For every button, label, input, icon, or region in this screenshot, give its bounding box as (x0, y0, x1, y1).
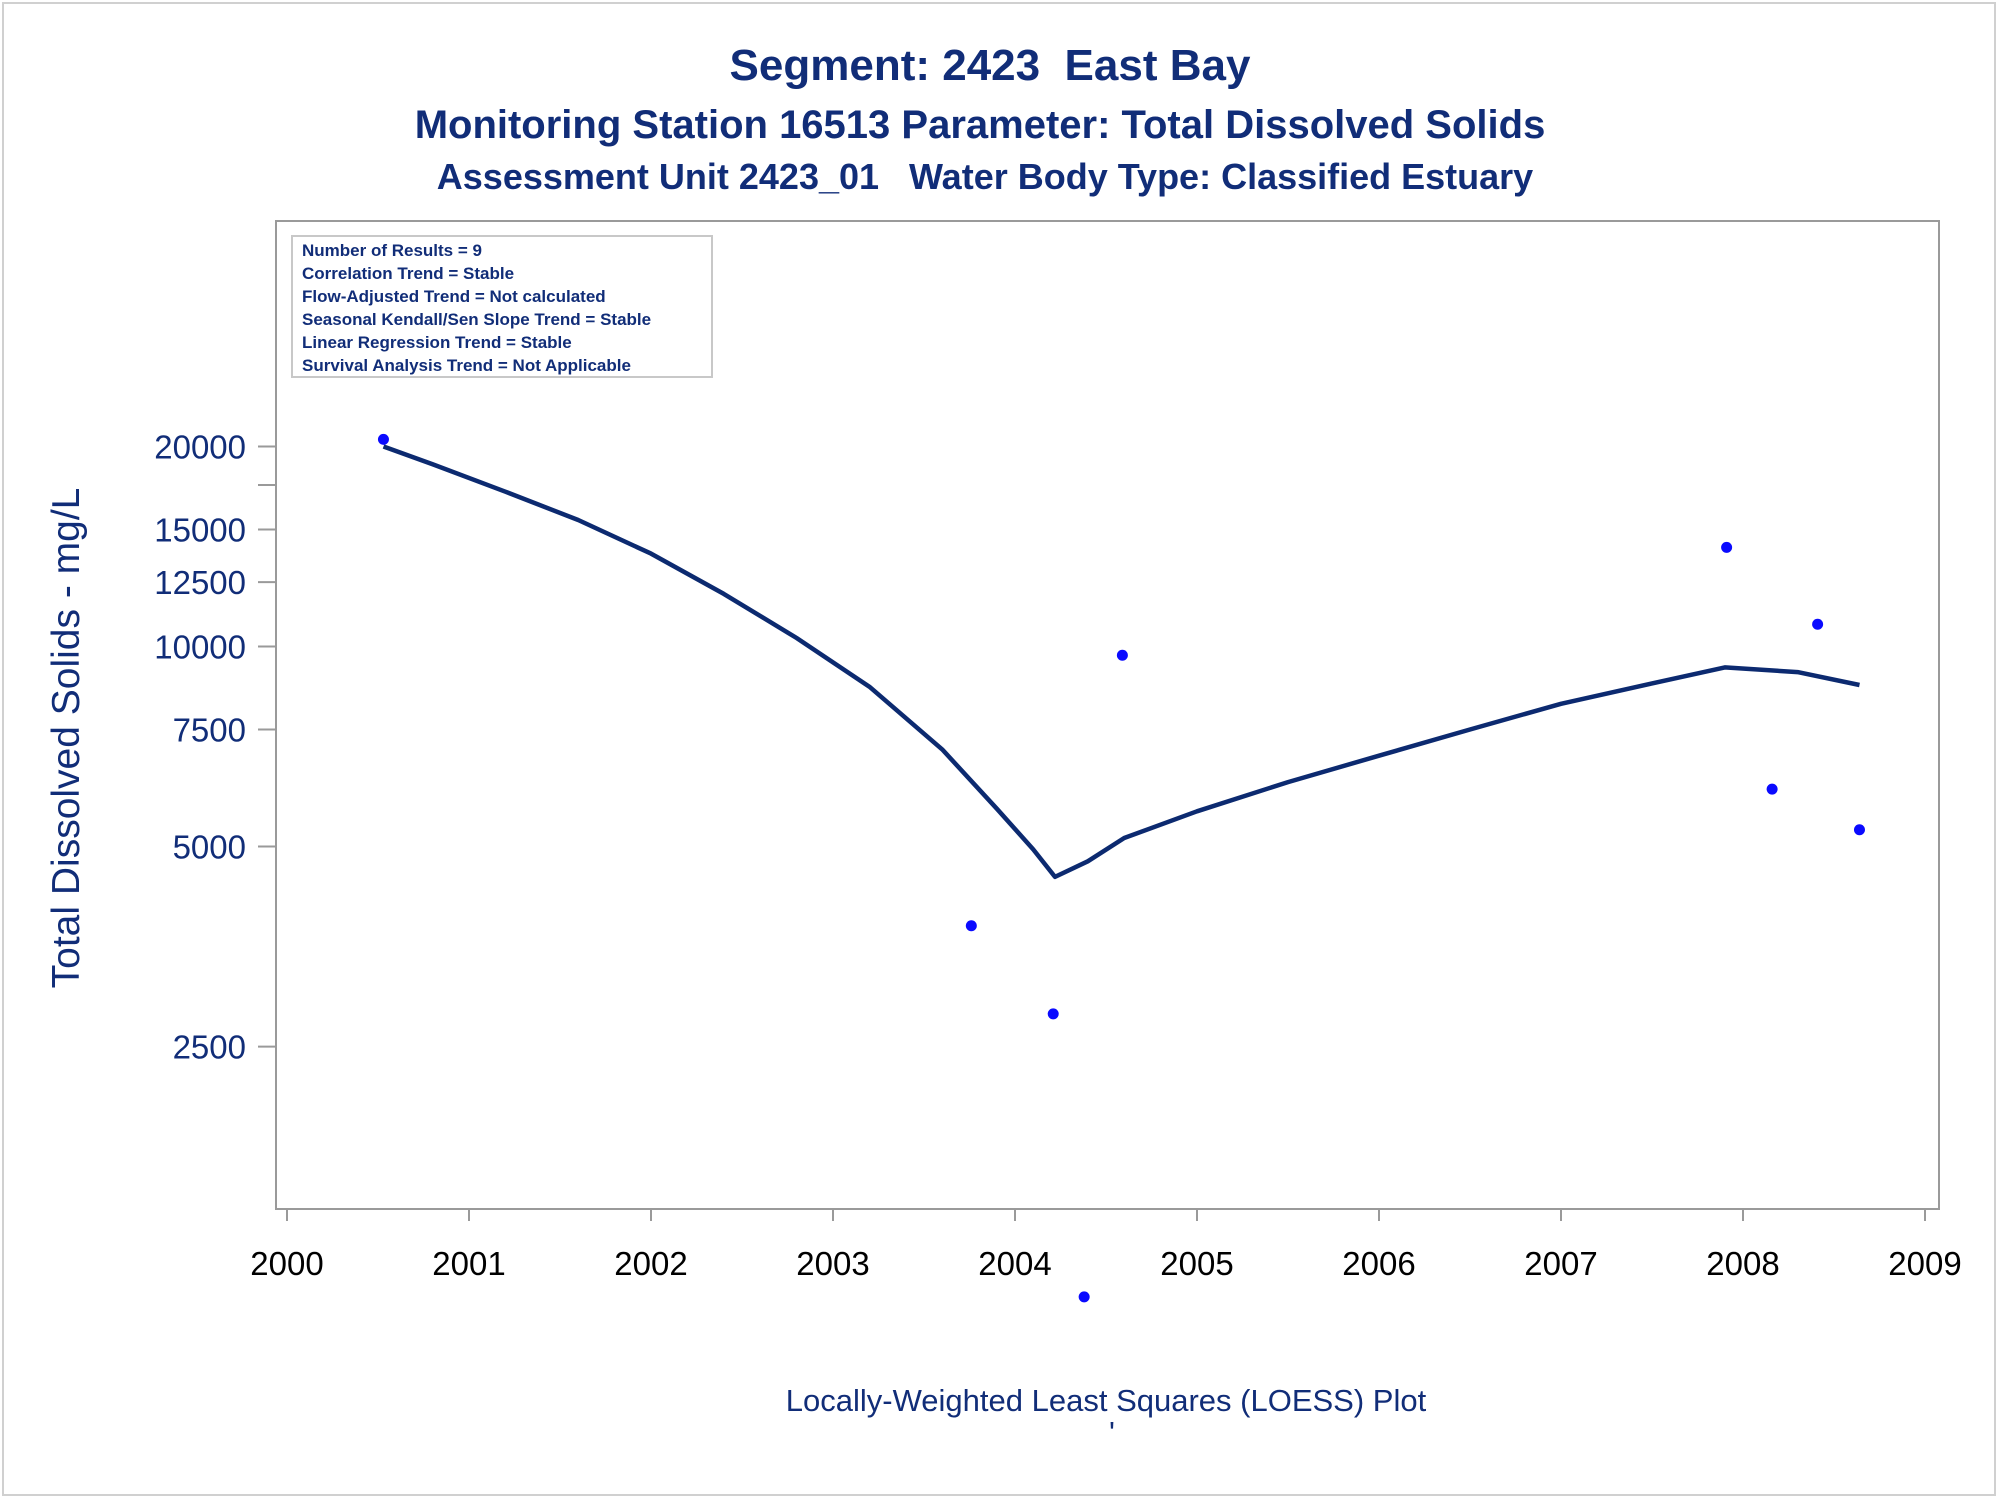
y-axis-label: Total Dissolved Solids - mg/L (45, 488, 88, 989)
chart-subtitle-2: Assessment Unit 2423_01 Water Body Type:… (437, 156, 1533, 197)
x-tick-label: 2008 (1706, 1245, 1779, 1282)
y-tick-label: 2500 (173, 1029, 246, 1066)
x-tick-label: 2006 (1342, 1245, 1415, 1282)
data-point (377, 433, 389, 445)
y-tick-label: 20000 (154, 428, 246, 465)
stat-correlation-trend: Correlation Trend = Stable (302, 264, 514, 283)
data-point (1116, 649, 1128, 661)
x-tick-label: 2004 (978, 1245, 1051, 1282)
chart-subtitle: Monitoring Station 16513 Parameter: Tota… (415, 103, 1546, 147)
data-point (1853, 824, 1865, 836)
y-tick-label: 7500 (173, 712, 246, 749)
stat-flow-adjusted-trend: Flow-Adjusted Trend = Not calculated (302, 287, 606, 306)
x-axis-label: Locally-Weighted Least Squares (LOESS) P… (786, 1383, 1427, 1418)
data-point (1721, 541, 1733, 553)
chart-title: Segment: 2423 East Bay (730, 41, 1251, 90)
x-tick-label: 2000 (250, 1245, 323, 1282)
x-tick-label: 2003 (796, 1245, 869, 1282)
stat-seasonal-kendall-trend: Seasonal Kendall/Sen Slope Trend = Stabl… (302, 310, 651, 329)
footnote-mark: ' (1109, 1415, 1115, 1450)
x-tick-label: 2005 (1160, 1245, 1233, 1282)
y-tick-label: 10000 (154, 629, 246, 666)
x-tick-label: 2002 (614, 1245, 687, 1282)
y-tick-label: 5000 (173, 829, 246, 866)
data-point (1047, 1008, 1059, 1020)
x-tick-label: 2009 (1888, 1245, 1961, 1282)
y-tick-label: 15000 (154, 511, 246, 548)
x-axis: 2000 2001 2002 2003 2004 2005 2006 2007 2008 2009 (250, 1209, 1962, 1282)
stat-linear-regression-trend: Linear Regression Trend = Stable (302, 333, 572, 352)
x-tick-label: 2007 (1524, 1245, 1597, 1282)
data-point (1812, 618, 1824, 630)
loess-trend-line (382, 444, 1860, 880)
data-point (1078, 1291, 1090, 1303)
trend-stats-box: Number of Results = 9 Correlation Trend … (291, 235, 713, 378)
stat-number-of-results: Number of Results = 9 (302, 241, 482, 260)
y-axis: 2500 5000 7500 10000 12500 15000 20000 (154, 428, 276, 1066)
data-point (1766, 783, 1778, 795)
stat-survival-analysis-trend: Survival Analysis Trend = Not Applicable (302, 356, 631, 375)
x-tick-label: 2001 (432, 1245, 505, 1282)
stats-box-border (291, 235, 713, 378)
series-layer (377, 433, 1865, 1303)
plot-area (275, 220, 1940, 1210)
y-tick-label: 12500 (154, 564, 246, 601)
data-point (965, 920, 977, 932)
